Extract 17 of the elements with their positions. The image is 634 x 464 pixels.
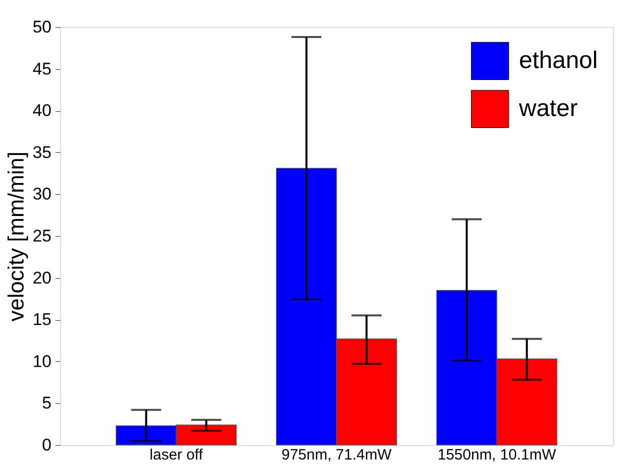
- y-tick-label: 35: [32, 142, 52, 162]
- legend-label: ethanol: [519, 47, 598, 74]
- legend-label: water: [518, 95, 578, 122]
- y-tick-label: 20: [32, 268, 52, 288]
- y-tick-label: 5: [42, 394, 52, 413]
- y-tick-label: 30: [32, 184, 52, 204]
- x-tick-label: 975nm, 71.4mW: [281, 446, 392, 464]
- y-tick-label: 40: [32, 101, 52, 120]
- y-tick-label: 0: [42, 436, 52, 454]
- y-tick-label: 10: [32, 352, 52, 371]
- y-tick-label: 25: [32, 226, 52, 246]
- x-tick-label: 1550nm, 10.1mW: [438, 446, 557, 464]
- y-tick-label: 15: [32, 310, 52, 330]
- x-tick-label: laser off: [150, 446, 204, 464]
- y-axis-title: velocity [mm/min]: [4, 152, 29, 322]
- y-tick-label: 50: [32, 18, 52, 36]
- y-tick-label: 45: [32, 59, 52, 78]
